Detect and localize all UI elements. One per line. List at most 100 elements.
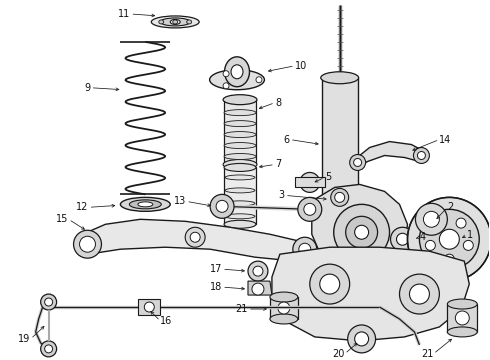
Text: 11: 11 <box>118 9 130 19</box>
Ellipse shape <box>224 220 256 228</box>
Text: 5: 5 <box>325 172 331 183</box>
Ellipse shape <box>270 314 298 324</box>
Circle shape <box>310 264 350 304</box>
Ellipse shape <box>224 131 256 138</box>
Bar <box>322 78 358 207</box>
Circle shape <box>391 227 415 251</box>
Text: 13: 13 <box>174 196 186 206</box>
Circle shape <box>41 341 57 357</box>
Circle shape <box>410 284 429 304</box>
Circle shape <box>335 192 344 202</box>
Ellipse shape <box>138 202 153 207</box>
Text: 16: 16 <box>160 316 172 326</box>
Circle shape <box>340 266 350 276</box>
Bar <box>224 100 256 165</box>
Text: 18: 18 <box>210 282 222 292</box>
Text: 7: 7 <box>275 159 281 170</box>
Ellipse shape <box>223 95 257 105</box>
Ellipse shape <box>270 292 298 302</box>
Circle shape <box>216 201 228 212</box>
Circle shape <box>223 83 229 89</box>
Ellipse shape <box>321 72 359 84</box>
Text: 19: 19 <box>19 334 31 344</box>
Ellipse shape <box>224 121 256 127</box>
Circle shape <box>419 209 479 269</box>
Ellipse shape <box>151 16 199 28</box>
Text: 1: 1 <box>467 230 473 240</box>
Circle shape <box>45 298 52 306</box>
Circle shape <box>433 218 442 228</box>
Circle shape <box>320 274 340 294</box>
Circle shape <box>248 261 268 281</box>
Text: 14: 14 <box>440 135 452 145</box>
Circle shape <box>185 227 205 247</box>
Polygon shape <box>355 141 424 167</box>
Circle shape <box>440 229 459 249</box>
Circle shape <box>464 240 473 250</box>
Text: 12: 12 <box>76 202 89 212</box>
Circle shape <box>299 243 311 255</box>
Ellipse shape <box>187 20 192 24</box>
Text: 2: 2 <box>447 202 454 212</box>
Circle shape <box>455 311 469 325</box>
Circle shape <box>355 225 368 239</box>
Ellipse shape <box>224 110 256 116</box>
Text: 20: 20 <box>332 349 344 359</box>
Ellipse shape <box>224 57 249 87</box>
Circle shape <box>326 205 354 233</box>
Text: 21: 21 <box>421 349 433 359</box>
Ellipse shape <box>225 201 255 206</box>
Circle shape <box>79 236 96 252</box>
Ellipse shape <box>231 65 243 79</box>
Text: 10: 10 <box>295 61 307 71</box>
Text: 3: 3 <box>279 190 285 201</box>
Circle shape <box>416 203 447 235</box>
Circle shape <box>345 216 378 248</box>
Text: 6: 6 <box>284 135 290 145</box>
Bar <box>138 299 160 315</box>
Circle shape <box>74 230 101 258</box>
Text: 15: 15 <box>56 214 69 224</box>
Bar <box>447 304 477 332</box>
Ellipse shape <box>225 214 255 219</box>
Circle shape <box>300 172 320 192</box>
Circle shape <box>305 177 315 188</box>
Circle shape <box>41 294 57 310</box>
Ellipse shape <box>225 188 255 193</box>
Circle shape <box>145 302 154 312</box>
Circle shape <box>456 218 466 228</box>
Text: 4: 4 <box>419 232 426 242</box>
Ellipse shape <box>447 327 477 337</box>
Circle shape <box>348 325 375 353</box>
Circle shape <box>256 77 262 83</box>
Circle shape <box>298 197 322 221</box>
Ellipse shape <box>121 197 170 211</box>
Circle shape <box>355 332 368 346</box>
Ellipse shape <box>225 175 255 180</box>
Circle shape <box>223 71 229 77</box>
Circle shape <box>423 211 440 227</box>
Circle shape <box>417 152 425 159</box>
Ellipse shape <box>224 143 256 149</box>
Circle shape <box>253 266 263 276</box>
Text: 21: 21 <box>236 304 248 314</box>
Circle shape <box>331 188 349 206</box>
Ellipse shape <box>160 18 190 26</box>
Ellipse shape <box>224 163 256 171</box>
Circle shape <box>350 154 366 170</box>
Circle shape <box>278 302 290 314</box>
Circle shape <box>304 203 316 215</box>
Ellipse shape <box>170 19 180 24</box>
Bar <box>270 297 298 319</box>
Circle shape <box>334 204 390 260</box>
Polygon shape <box>295 177 325 188</box>
Polygon shape <box>248 281 272 295</box>
Circle shape <box>414 148 429 163</box>
Ellipse shape <box>159 20 164 24</box>
Polygon shape <box>312 184 408 281</box>
Ellipse shape <box>223 159 257 170</box>
Circle shape <box>396 233 409 245</box>
Circle shape <box>408 197 490 281</box>
Circle shape <box>190 232 200 242</box>
Ellipse shape <box>321 201 359 213</box>
